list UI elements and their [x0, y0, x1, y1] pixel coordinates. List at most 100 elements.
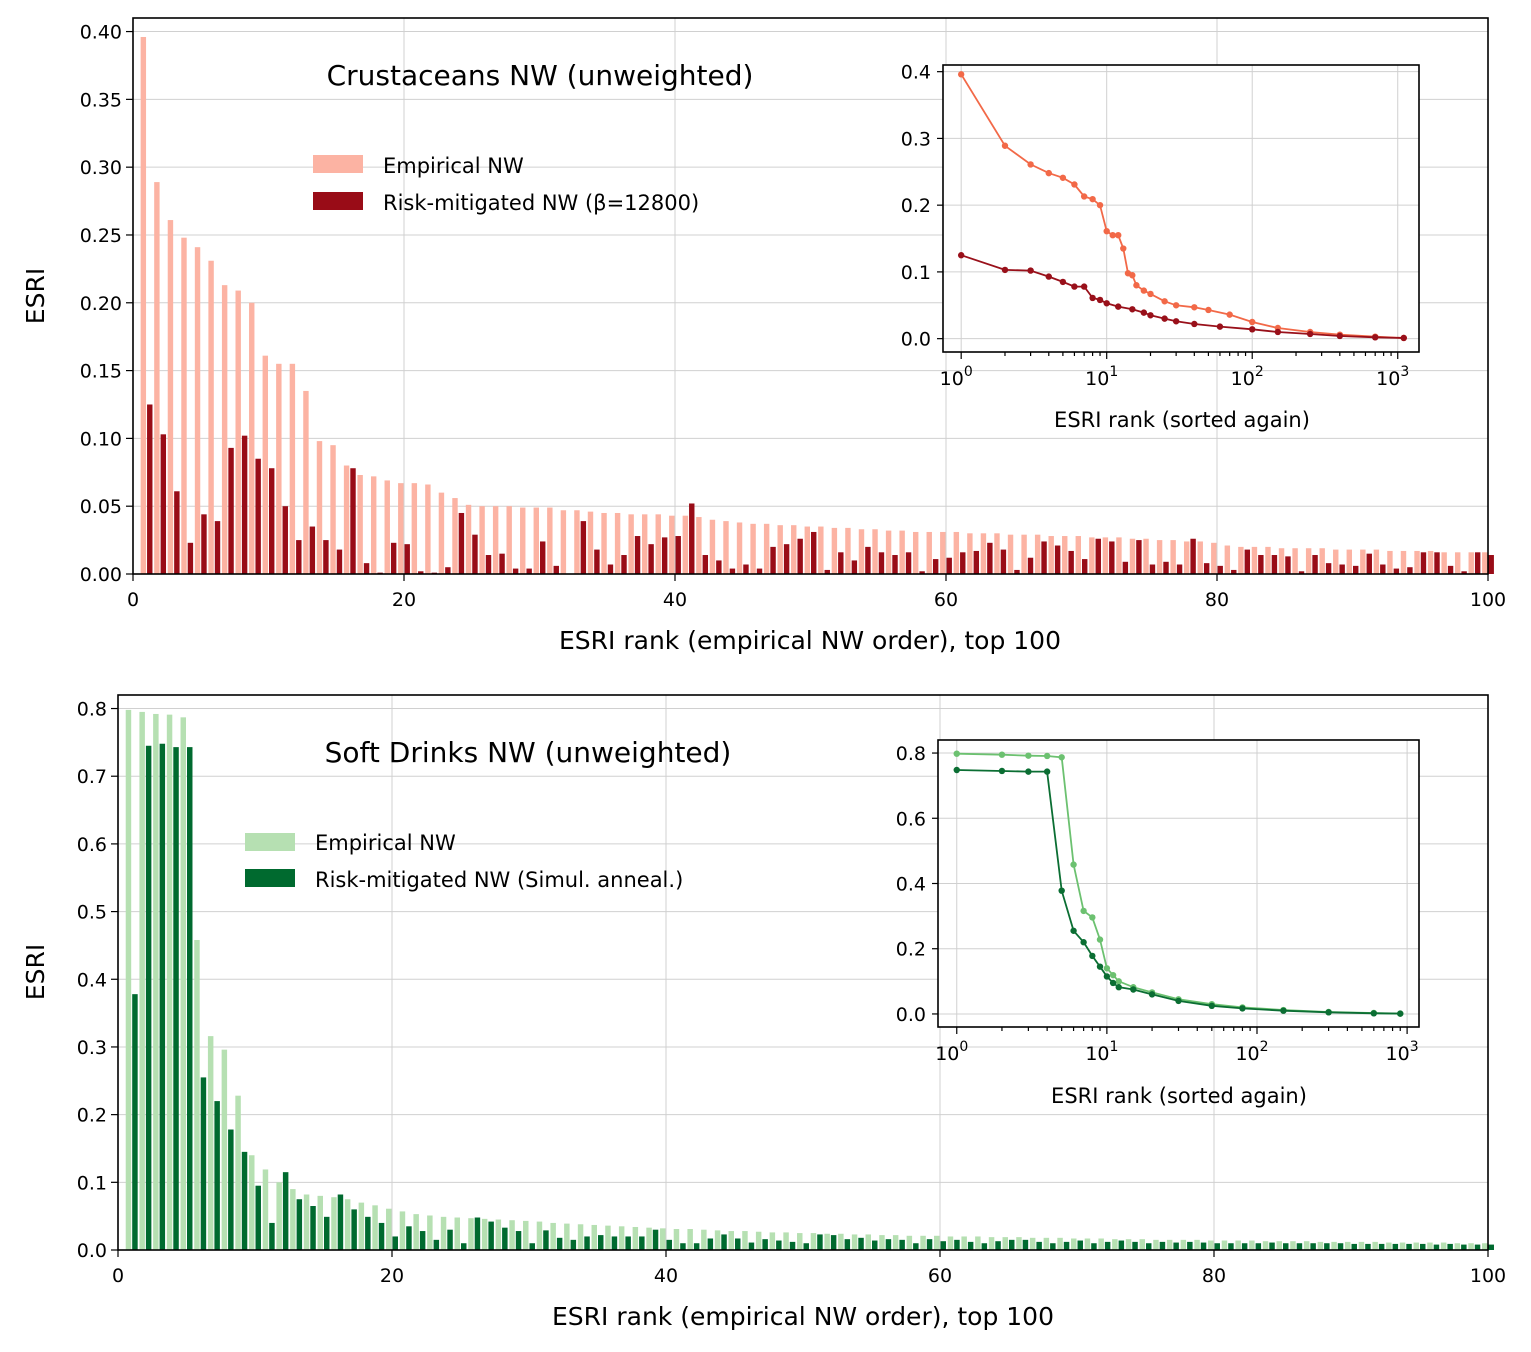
bar-mitigated — [913, 1243, 919, 1250]
bar-mitigated — [940, 1241, 946, 1250]
bar-mitigated — [1337, 1243, 1344, 1250]
bar-empirical — [357, 475, 363, 574]
inset-point-empirical — [1172, 302, 1180, 309]
bar-mitigated — [228, 1129, 234, 1250]
inset-point-empirical — [1059, 174, 1067, 181]
chart-title: Crustaceans NW (unweighted) — [327, 59, 754, 92]
inset-point-empirical — [953, 750, 960, 757]
inset-background — [943, 65, 1419, 352]
bar-empirical — [1021, 534, 1027, 574]
bar-empirical — [221, 1049, 228, 1250]
bar-empirical — [425, 484, 431, 574]
bar-empirical — [1251, 546, 1258, 574]
bar-empirical — [249, 302, 255, 574]
bar-mitigated — [255, 1185, 261, 1250]
inset-point-mitigated — [1096, 963, 1104, 970]
bar-empirical — [1454, 1243, 1461, 1250]
inset-point-mitigated — [1280, 1007, 1287, 1014]
inset-point-empirical — [1109, 971, 1117, 979]
y-tick-label: 0.15 — [80, 361, 122, 383]
bar-mitigated — [607, 564, 614, 574]
bar-empirical — [398, 483, 404, 574]
bar-mitigated — [1488, 555, 1494, 574]
bar-empirical — [194, 247, 201, 574]
inset-point-empirical — [957, 71, 965, 78]
bar-mitigated — [594, 549, 600, 574]
bar-mitigated — [1176, 564, 1183, 574]
bar-empirical — [427, 1215, 433, 1250]
chart-title: Soft Drinks NW (unweighted) — [325, 736, 732, 769]
bar-empirical — [1372, 1241, 1378, 1250]
bar-mitigated — [1163, 561, 1169, 574]
bar-mitigated — [1393, 568, 1400, 574]
bar-empirical — [262, 355, 268, 574]
bar-mitigated — [309, 526, 316, 574]
inset-point-empirical — [1027, 161, 1034, 168]
bar-empirical — [533, 507, 539, 574]
inset-point-mitigated — [1115, 984, 1122, 991]
inset-point-mitigated — [1147, 312, 1154, 319]
bar-empirical — [618, 1226, 625, 1250]
inset-point-mitigated — [1336, 332, 1344, 340]
bar-mitigated — [1091, 1243, 1097, 1250]
inset-y-tick-label: 0.2 — [901, 195, 931, 217]
bar-mitigated — [228, 447, 234, 574]
bar-empirical — [276, 1182, 282, 1250]
panel-soft-drinks: 0.0 0.1 0.2 0.3 0.4 0.5 0.6 0.7 0.8 0 20 40 60 80 100… — [21, 694, 1506, 1331]
inset-lines — [953, 750, 1404, 1017]
inset-point-mitigated — [1089, 952, 1096, 960]
bar-empirical — [1183, 541, 1190, 574]
inset-point-empirical — [1080, 907, 1087, 915]
bar-mitigated — [378, 1222, 385, 1250]
bar-empirical — [587, 511, 594, 574]
bar-empirical — [1303, 1241, 1310, 1250]
bar-empirical — [742, 1231, 748, 1250]
bar-empirical — [1221, 1240, 1228, 1250]
bar-empirical — [1292, 548, 1298, 574]
inset-point-empirical — [1191, 304, 1198, 311]
bar-mitigated — [187, 542, 194, 574]
inset-point-empirical — [1089, 195, 1096, 203]
bar-empirical — [520, 507, 526, 574]
bar-mitigated — [1461, 571, 1467, 574]
bar-empirical — [235, 1095, 241, 1250]
bar-mitigated — [973, 550, 980, 574]
bar-empirical — [797, 1233, 803, 1250]
inset-point-empirical — [1147, 290, 1154, 298]
bar-mitigated — [1434, 552, 1440, 574]
bar-mitigated — [337, 1194, 344, 1250]
bar-empirical — [1399, 1242, 1406, 1250]
bar-empirical — [818, 526, 824, 574]
x-tick-label: 20 — [380, 1265, 404, 1287]
bar-empirical — [468, 1218, 474, 1250]
bar-empirical — [303, 1194, 310, 1250]
legend-label-mitigated: Risk-mitigated NW (β=12800) — [383, 191, 699, 215]
y-axis-label: ESRI — [21, 944, 50, 1000]
inset-point-empirical — [1115, 978, 1122, 985]
legend-swatch-empirical — [313, 155, 363, 173]
bar-mitigated — [905, 552, 912, 574]
bar-mitigated — [390, 542, 397, 574]
bar-mitigated — [830, 1235, 837, 1250]
bar-mitigated — [570, 1239, 577, 1250]
bar-empirical — [975, 1236, 981, 1250]
legend: Empirical NW Risk-mitigated NW (Simul. a… — [245, 831, 683, 892]
bar-mitigated — [187, 747, 193, 1250]
bar-empirical — [1235, 1240, 1241, 1250]
bar-mitigated — [1187, 1241, 1193, 1250]
bar-mitigated — [1146, 1243, 1152, 1250]
bar-mitigated — [351, 1209, 357, 1250]
bar-mitigated — [174, 491, 180, 574]
bar-mitigated — [1269, 1242, 1275, 1250]
bar-empirical — [492, 506, 499, 574]
inset-x-tick-label: 101 — [1085, 364, 1118, 390]
bar-mitigated — [1378, 1243, 1385, 1250]
bar-empirical — [980, 533, 987, 574]
inset-point-mitigated — [1129, 306, 1136, 313]
inset-point-mitigated — [953, 766, 960, 774]
bar-mitigated — [1380, 564, 1386, 574]
bar-empirical — [934, 1235, 940, 1250]
inset-point-empirical — [1096, 201, 1104, 209]
bar-mitigated — [1271, 555, 1278, 574]
bar-mitigated — [811, 531, 817, 574]
